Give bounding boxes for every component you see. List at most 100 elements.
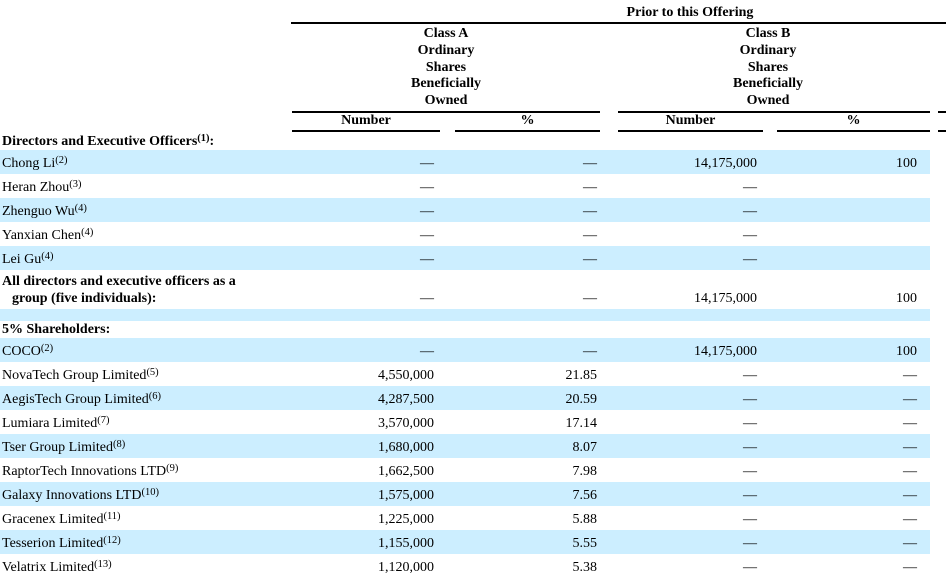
class-a-number-cell — [292, 309, 440, 321]
class-a-line: Ordinary — [417, 42, 475, 58]
stub-cell — [930, 133, 946, 150]
footnote-ref: (4) — [41, 251, 54, 262]
class-a-percent-cell: — — [440, 246, 600, 270]
class-b-line: Ordinary — [739, 42, 797, 58]
name-text: Lumiara Limited — [2, 416, 98, 431]
class-b-percent-label: % — [846, 113, 861, 128]
class-a-number-cell: — — [420, 228, 434, 243]
class-b-percent-cell: — — [903, 512, 917, 527]
class-b-number-cell: 14,175,000 — [600, 150, 763, 174]
name-text: Directors and Executive Officers — [2, 134, 198, 149]
class-b-number-cell: — — [600, 246, 763, 270]
name-text: Galaxy Innovations LTD — [2, 488, 142, 503]
shareholder-name-cell: Directors and Executive Officers(1): — [0, 133, 292, 150]
class-a-line: Owned — [424, 93, 468, 109]
class-a-number-cell: 1,225,000 — [378, 512, 434, 527]
class-b-number-cell — [600, 133, 763, 150]
class-a-number-cell — [292, 321, 440, 338]
shareholder-name: All directors and executive officers as … — [2, 273, 292, 307]
class-b-number-cell: 14,175,000 — [694, 291, 757, 306]
stub-cell — [930, 198, 946, 222]
cutoff-column-rule — [938, 130, 946, 132]
class-b-percent-cell — [763, 174, 930, 198]
class-a-percent-cell: 7.98 — [572, 464, 598, 479]
shareholder-name: Tser Group Limited(8) — [2, 439, 292, 456]
class-a-line: Beneficially — [411, 76, 481, 92]
stub-cell — [930, 482, 946, 506]
shareholder-name-cell: RaptorTech Innovations LTD(9) — [0, 458, 292, 482]
shareholder-name-cell: Lumiara Limited(7) — [0, 410, 292, 434]
class-a-number-cell — [292, 133, 440, 150]
shareholder-name-cell: 5% Shareholders: — [0, 321, 292, 338]
footnote-ref: (9) — [166, 463, 179, 474]
class-a-percent-cell: 20.59 — [440, 386, 600, 410]
class-b-number-cell — [600, 321, 763, 338]
shareholder-name: Zhenguo Wu(4) — [2, 203, 292, 220]
class-a-percent-cell: 17.14 — [565, 416, 598, 431]
shareholder-name-cell: Yanxian Chen(4) — [0, 222, 292, 246]
class-a-percent-cell: — — [440, 338, 600, 362]
class-b-header-rule — [618, 111, 930, 113]
footnote-ref: (4) — [81, 227, 94, 238]
name-text: Chong Li — [2, 156, 56, 171]
stub-cell — [930, 338, 946, 362]
footnote-ref: (4) — [74, 203, 87, 214]
class-a-number-cell: 1,662,500 — [378, 464, 434, 479]
class-a-number-cell: — — [420, 180, 434, 195]
shareholder-name: RaptorTech Innovations LTD(9) — [2, 463, 292, 480]
table-row: Directors and Executive Officers(1): — [0, 133, 946, 150]
table-row: NovaTech Group Limited(5) 4,550,000 21.85 —… — [0, 362, 946, 386]
footnote-ref: (7) — [97, 415, 110, 426]
class-a-percent-cell: — — [440, 198, 600, 222]
class-b-number-label: Number — [665, 113, 716, 128]
name-text: Tser Group Limited — [2, 440, 113, 455]
table-row: Lei Gu(4) — — — — [0, 246, 946, 270]
class-a-percent-cell: 7.56 — [440, 482, 600, 506]
class-b-number-cell: — — [600, 530, 763, 554]
class-a-line: Shares — [425, 59, 467, 75]
class-b-percent-cell — [763, 222, 930, 246]
ownership-body-table: Directors and Executive Officers(1): Chon… — [0, 133, 946, 578]
class-b-line: Beneficially — [733, 76, 803, 92]
shareholder-name: COCO(2) — [2, 343, 292, 360]
class-b-number-cell: — — [743, 512, 757, 527]
class-a-number-cell: — — [292, 338, 440, 362]
class-a-column-header: Class A Ordinary Shares Beneficially Own… — [292, 26, 600, 110]
footnote-ref: (8) — [113, 439, 126, 450]
group-header-label: Prior to this Offering — [626, 5, 754, 20]
class-b-number-cell: — — [743, 560, 757, 575]
class-b-line: Shares — [747, 59, 789, 75]
stub-cell — [930, 362, 946, 386]
class-a-percent-cell — [440, 309, 600, 321]
class-b-percent-cell — [763, 133, 930, 150]
class-b-number-rule — [618, 130, 763, 132]
shareholder-name: 5% Shareholders: — [2, 321, 292, 338]
class-a-number-cell: 3,570,000 — [378, 416, 434, 431]
shareholder-name: Lumiara Limited(7) — [2, 415, 292, 432]
stub-cell — [930, 530, 946, 554]
footnote-ref: (3) — [69, 179, 82, 190]
shareholder-name: AegisTech Group Limited(6) — [2, 391, 292, 408]
name-text: NovaTech Group Limited — [2, 368, 147, 383]
stub-cell — [930, 410, 946, 434]
group-header-rule — [291, 22, 946, 24]
spacer-row — [0, 309, 946, 321]
class-b-number-cell: — — [600, 482, 763, 506]
shareholder-name: Lei Gu(4) — [2, 251, 292, 268]
shareholder-name-cell: All directors and executive officers as … — [0, 270, 292, 309]
table-row: COCO(2) — —14,175,000 100 — [0, 338, 946, 362]
shareholder-name-cell: Heran Zhou(3) — [0, 174, 292, 198]
footnote-ref: (5) — [146, 367, 159, 378]
table-row: 5% Shareholders: — [0, 321, 946, 338]
stub-cell — [930, 386, 946, 410]
shareholder-name-cell: Zhenguo Wu(4) — [0, 198, 292, 222]
name-text: AegisTech Group Limited — [2, 392, 149, 407]
class-a-percent-cell — [440, 133, 600, 150]
name-text: Gracenex Limited — [2, 512, 104, 527]
table-row: Galaxy Innovations LTD(10) 1,575,000 7.56—… — [0, 482, 946, 506]
class-b-percent-cell — [763, 309, 930, 321]
shareholder-name: Directors and Executive Officers(1): — [2, 133, 292, 150]
class-a-number-cell: — — [420, 291, 434, 306]
class-a-line: Class A — [423, 26, 469, 41]
footnote-ref: (12) — [103, 535, 121, 546]
